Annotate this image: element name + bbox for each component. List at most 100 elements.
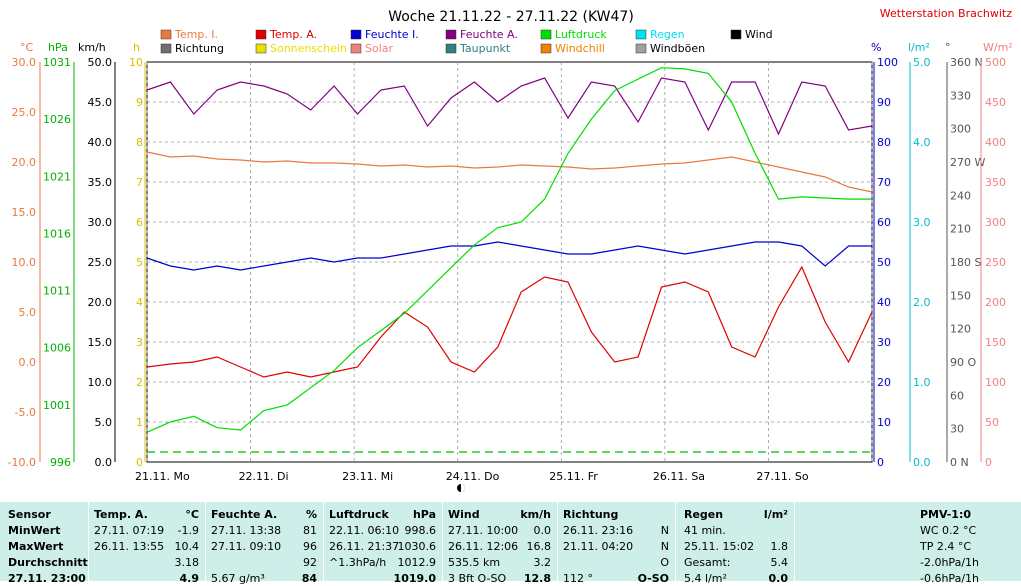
hpa-axis-tick: 1031 bbox=[43, 56, 71, 69]
unit-celsius: °C bbox=[20, 41, 34, 54]
x-tick-label: 27.11. So bbox=[756, 470, 808, 483]
rain-axis-tick: 4.0 bbox=[913, 136, 931, 149]
pmv-trend-2: -0.6hPa/1h bbox=[920, 572, 979, 585]
solar-axis-tick: 400 bbox=[985, 136, 1006, 149]
kmh-axis-tick: 10.0 bbox=[88, 376, 113, 389]
humidity-min-val: 81 bbox=[303, 524, 317, 537]
humidity-title: Feuchte A. bbox=[211, 508, 278, 521]
hours-axis-tick: 8 bbox=[136, 136, 143, 149]
celsius-axis-tick: 25.0 bbox=[12, 106, 37, 119]
kmh-axis-tick: 50.0 bbox=[88, 56, 113, 69]
direction-axis-tick: 180 S bbox=[950, 256, 981, 269]
hpa-axis-tick: 996 bbox=[50, 456, 71, 469]
kmh-axis-tick: 0.0 bbox=[95, 456, 113, 469]
stats-col-direction: Richtung 26.11. 23:16 N 21.11. 04:20 N O… bbox=[558, 502, 675, 585]
x-tick-label: 22.11. Di bbox=[239, 470, 289, 483]
solar-axis-tick: 50 bbox=[985, 416, 999, 429]
unit-rain: l/m² bbox=[908, 41, 930, 54]
legend-swatch-windboeen bbox=[635, 43, 647, 54]
temp-max-time: 26.11. 13:55 bbox=[94, 540, 165, 553]
station-name: Wetterstation Brachwitz bbox=[880, 7, 1012, 20]
legend-swatch-temp_i bbox=[160, 29, 172, 40]
pressure-min-time: 22.11. 06:10 bbox=[329, 524, 400, 537]
wind-avg-val: 3.2 bbox=[533, 556, 552, 569]
legend-swatch-wind bbox=[730, 29, 742, 40]
series-lines bbox=[146, 67, 873, 433]
rain-axis-tick: 5.0 bbox=[913, 56, 931, 69]
label-avg: Durchschnitt bbox=[8, 556, 88, 569]
rain-unit: l/m² bbox=[763, 508, 788, 521]
wind-bft: 3 Bft O-SO bbox=[448, 572, 507, 585]
humidity-current-val: 84 bbox=[301, 572, 317, 585]
percent-axis-tick: 80 bbox=[877, 136, 891, 149]
legend-swatch-luftdruck bbox=[540, 29, 552, 40]
percent-axis-tick: 0 bbox=[877, 456, 884, 469]
hours-axis-tick: 9 bbox=[136, 96, 143, 109]
label-current: 27.11. 23:00 bbox=[8, 572, 86, 585]
legend-swatch-sonnenschein bbox=[255, 43, 267, 54]
x-tick-label: 24.11. Do bbox=[446, 470, 500, 483]
direction-axis-tick: 210 bbox=[950, 223, 971, 236]
hours-axis-tick: 5 bbox=[136, 256, 143, 269]
kmh-axis-tick: 15.0 bbox=[88, 336, 113, 349]
series-line-feuchte_i bbox=[146, 241, 872, 271]
percent-axis-tick: 10 bbox=[877, 416, 891, 429]
wind-max-time: 26.11. 12:06 bbox=[448, 540, 519, 553]
pmv-wc: WC 0.2 °C bbox=[920, 524, 977, 537]
direction-axis-tick: 360 N bbox=[950, 56, 983, 69]
kmh-axis-tick: 5.0 bbox=[95, 416, 113, 429]
hpa-axis-tick: 1006 bbox=[43, 342, 71, 355]
label-sensor: Sensor bbox=[8, 508, 51, 521]
stats-col-wind: Wind km/h 27.11. 10:00 0.0 26.11. 12:06 … bbox=[443, 502, 557, 585]
humidity-min-time: 27.11. 13:38 bbox=[211, 524, 282, 537]
unit-kmh: km/h bbox=[78, 41, 106, 54]
wind-min-time: 27.11. 10:00 bbox=[448, 524, 519, 537]
hours-axis-tick: 7 bbox=[136, 176, 143, 189]
direction-axis-tick: 90 O bbox=[950, 356, 976, 369]
weather-chart: Woche 21.11.22 - 27.11.22 (KW47) Wetters… bbox=[7, 7, 1013, 492]
stats-table: Sensor MinWert MaxWert Durchschnitt 27.1… bbox=[0, 502, 1021, 585]
series-line-temp_a bbox=[146, 265, 873, 378]
kmh-axis-tick: 30.0 bbox=[88, 216, 113, 229]
wind-current-val: 12.8 bbox=[523, 572, 551, 585]
direction-min-time: 26.11. 23:16 bbox=[563, 524, 634, 537]
legend-swatch-windchill bbox=[540, 43, 552, 54]
rain-title: Regen bbox=[684, 508, 724, 521]
humidity-abs: 5.67 g/m³ bbox=[211, 572, 265, 585]
rain-total-val: 5.4 bbox=[770, 556, 789, 569]
hours-axis-tick: 10 bbox=[129, 56, 143, 69]
pmv-tp: TP 2.4 °C bbox=[920, 540, 972, 553]
solar-axis-tick: 300 bbox=[985, 216, 1006, 229]
direction-avg-val: O bbox=[660, 556, 669, 569]
percent-axis-tick: 50 bbox=[877, 256, 891, 269]
pressure-current-val: 1019.0 bbox=[393, 572, 436, 585]
legend-swatch-regen bbox=[635, 29, 647, 40]
direction-axis-tick: 0 N bbox=[950, 456, 969, 469]
solar-axis-tick: 150 bbox=[985, 336, 1006, 349]
direction-title: Richtung bbox=[563, 508, 619, 521]
rain-axis-tick: 1.0 bbox=[913, 376, 931, 389]
rain-max-val: 1.8 bbox=[770, 540, 789, 553]
celsius-axis-tick: 10.0 bbox=[12, 256, 37, 269]
hours-axis-tick: 0 bbox=[136, 456, 143, 469]
percent-axis-tick: 70 bbox=[877, 176, 891, 189]
x-tick-label: 25.11. Fr bbox=[549, 470, 598, 483]
rain-duration: 41 min. bbox=[684, 524, 726, 537]
stats-col-pressure: Luftdruck hPa 22.11. 06:10 998.6 26.11. … bbox=[324, 502, 442, 585]
pressure-min-val: 998.6 bbox=[404, 524, 437, 537]
legend-label-solar: Solar bbox=[365, 42, 394, 55]
humidity-max-val: 96 bbox=[303, 540, 317, 553]
label-max: MaxWert bbox=[8, 540, 64, 553]
temp-avg-val: 3.18 bbox=[174, 556, 200, 569]
percent-axis-tick: 20 bbox=[877, 376, 891, 389]
pmv-title: PMV-1:0 bbox=[920, 508, 971, 521]
solar-axis-tick: 350 bbox=[985, 176, 1006, 189]
chart-title: Woche 21.11.22 - 27.11.22 (KW47) bbox=[388, 9, 634, 25]
series-line-feuchte_a bbox=[146, 77, 873, 136]
pressure-title: Luftdruck bbox=[329, 508, 389, 521]
axis-ticks: 30.025.020.015.010.05.00.0-5.0-10.010311… bbox=[8, 56, 1006, 469]
hours-axis-tick: 3 bbox=[136, 336, 143, 349]
direction-axis-tick: 270 W bbox=[950, 156, 985, 169]
series-line-luftdruck bbox=[146, 67, 872, 433]
rain-axis-tick: 0.0 bbox=[913, 456, 931, 469]
